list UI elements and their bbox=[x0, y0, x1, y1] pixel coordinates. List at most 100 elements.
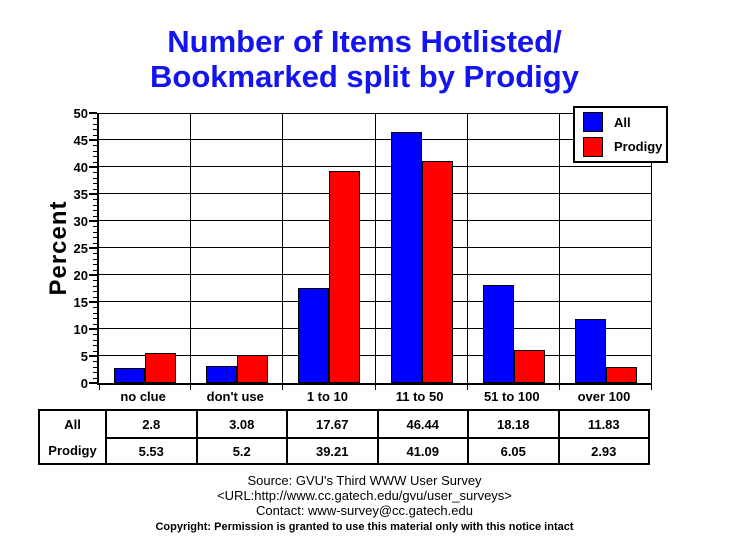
bar-prodigy-3 bbox=[422, 161, 453, 383]
x-tick bbox=[282, 385, 283, 390]
y-tick-minor bbox=[93, 210, 97, 212]
bar-all-3 bbox=[391, 132, 422, 383]
y-tick-minor bbox=[93, 172, 97, 174]
y-tick-major bbox=[89, 247, 97, 249]
x-axis-category-labels: no clue don't use 1 to 10 11 to 50 51 to 100… bbox=[97, 389, 650, 404]
x-category-label: 51 to 100 bbox=[483, 389, 540, 404]
y-tick-minor bbox=[93, 269, 97, 271]
bar-prodigy-0 bbox=[145, 353, 176, 383]
y-tick-minor bbox=[93, 372, 97, 374]
y-tick-major bbox=[89, 139, 97, 141]
bar-prodigy-1 bbox=[237, 355, 268, 383]
data-table: All 2.8 3.08 17.67 46.44 18.18 11.83 Prodigy 5.5… bbox=[38, 409, 650, 465]
table-cell: 2.8 bbox=[105, 411, 196, 437]
y-tick-major bbox=[89, 274, 97, 276]
y-tick-minor bbox=[93, 258, 97, 260]
legend-label-all: All bbox=[614, 114, 631, 130]
table-cell: 5.53 bbox=[105, 437, 196, 463]
y-tick-major bbox=[89, 355, 97, 357]
y-tick-label: 20 bbox=[73, 268, 88, 283]
x-category-label: 11 to 50 bbox=[395, 389, 444, 404]
y-tick-major bbox=[89, 193, 97, 195]
y-tick-minor bbox=[93, 280, 97, 282]
y-tick-minor bbox=[93, 291, 97, 293]
x-tick bbox=[190, 385, 191, 390]
y-tick-minor bbox=[93, 323, 97, 325]
bar-all-2 bbox=[298, 288, 329, 383]
table-cell: 17.67 bbox=[286, 411, 377, 437]
chart-title: Number of Items Hotlisted/ Bookmarked sp… bbox=[0, 24, 729, 94]
table-row-label: Prodigy bbox=[48, 442, 97, 458]
y-tick-minor bbox=[93, 345, 97, 347]
x-category-label: don't use bbox=[206, 389, 264, 404]
y-tick-minor bbox=[93, 285, 97, 287]
y-tick-minor bbox=[93, 253, 97, 255]
table-cell: 39.21 bbox=[286, 437, 377, 463]
y-tick-minor bbox=[93, 366, 97, 368]
y-tick-major bbox=[89, 382, 97, 384]
footer-contact: Contact: www-survey@cc.gatech.edu bbox=[256, 503, 473, 518]
all-color-swatch bbox=[583, 112, 603, 133]
y-tick-major bbox=[89, 328, 97, 330]
y-tick-minor bbox=[93, 377, 97, 379]
y-tick-major bbox=[89, 166, 97, 168]
y-tick-label: 45 bbox=[73, 133, 88, 148]
y-tick-minor bbox=[93, 231, 97, 233]
y-tick-minor bbox=[93, 215, 97, 217]
x-tick bbox=[651, 385, 652, 390]
y-tick-minor bbox=[93, 361, 97, 363]
table-cell: 6.05 bbox=[467, 437, 558, 463]
bar-prodigy-4 bbox=[514, 350, 545, 383]
gridline-v bbox=[375, 113, 376, 383]
gridline-v bbox=[282, 113, 283, 383]
chart-title-line1: Number of Items Hotlisted/ bbox=[167, 24, 562, 59]
footer-url: <URL:http://www.cc.gatech.edu/gvu/user_s… bbox=[217, 488, 512, 503]
legend-label-prodigy: Prodigy bbox=[614, 139, 663, 155]
y-tick-minor bbox=[93, 350, 97, 352]
gridline-v bbox=[467, 113, 468, 383]
y-tick-minor bbox=[93, 237, 97, 239]
y-tick-minor bbox=[93, 334, 97, 336]
x-tick bbox=[467, 385, 468, 390]
y-tick-minor bbox=[93, 312, 97, 314]
gridline-v bbox=[190, 113, 191, 383]
x-category-label: 1 to 10 bbox=[306, 389, 349, 404]
y-tick-minor bbox=[93, 129, 97, 131]
y-tick-label: 40 bbox=[73, 160, 88, 175]
table-cell: 18.18 bbox=[467, 411, 558, 437]
prodigy-color-swatch bbox=[583, 136, 603, 157]
y-tick-minor bbox=[93, 242, 97, 244]
y-tick-label: 10 bbox=[73, 322, 88, 337]
y-tick-label: 50 bbox=[73, 106, 88, 121]
y-tick-minor bbox=[93, 145, 97, 147]
x-tick bbox=[559, 385, 560, 390]
table-cell: 2.93 bbox=[557, 437, 648, 463]
y-tick-major bbox=[89, 112, 97, 114]
y-tick-minor bbox=[93, 123, 97, 125]
table-cell: 46.44 bbox=[376, 411, 468, 437]
y-tick-minor bbox=[93, 118, 97, 120]
y-tick-minor bbox=[93, 188, 97, 190]
bar-prodigy-2 bbox=[329, 171, 360, 383]
y-tick-minor bbox=[93, 318, 97, 320]
footer-copyright: Copyright: Permission is granted to use … bbox=[155, 521, 574, 533]
gridline-v bbox=[559, 113, 560, 383]
gridline-v bbox=[651, 113, 652, 383]
chart-title-line2: Bookmarked split by Prodigy bbox=[150, 59, 579, 94]
bar-all-5 bbox=[575, 319, 606, 383]
y-tick-minor bbox=[93, 183, 97, 185]
bar-all-4 bbox=[483, 285, 514, 383]
y-axis-tick-labels: 0 5 10 15 20 25 30 35 40 45 50 bbox=[56, 107, 88, 390]
plot-area bbox=[89, 112, 652, 390]
y-tick-minor bbox=[93, 156, 97, 158]
y-tick-label: 35 bbox=[73, 187, 88, 202]
y-tick-minor bbox=[93, 296, 97, 298]
table-cell: 41.09 bbox=[376, 437, 467, 463]
y-tick-minor bbox=[93, 264, 97, 266]
table-cell: 5.2 bbox=[195, 437, 286, 463]
x-category-label: over 100 bbox=[577, 389, 631, 404]
legend: All Prodigy bbox=[573, 106, 668, 163]
y-tick-label: 0 bbox=[80, 376, 88, 391]
legend-item: Prodigy bbox=[583, 136, 666, 157]
